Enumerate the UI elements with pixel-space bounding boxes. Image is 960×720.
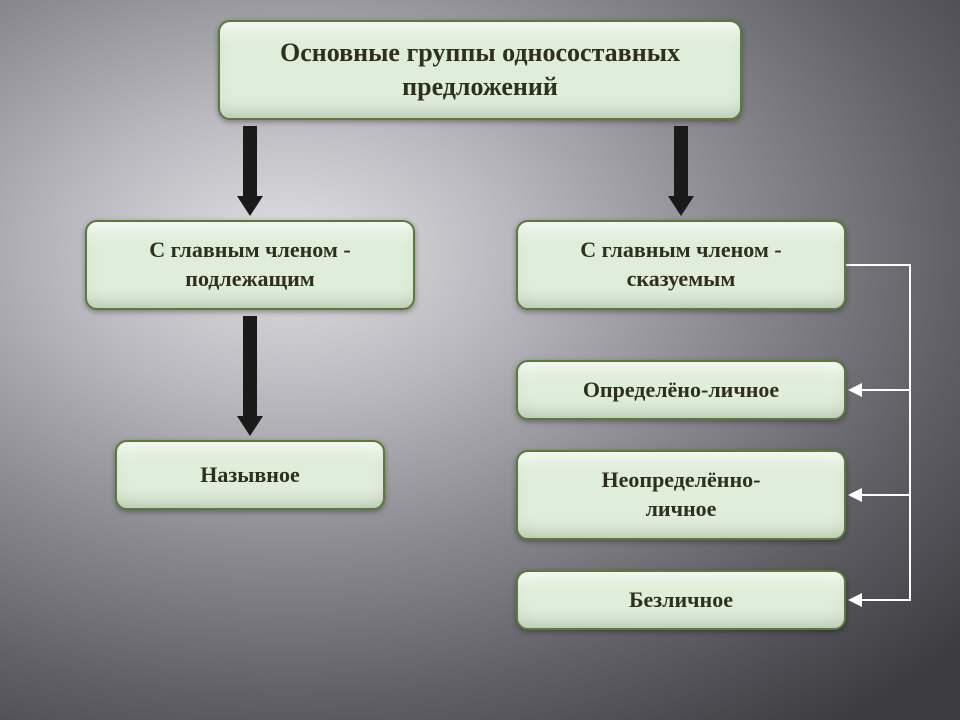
node-indef-line: личное (646, 495, 717, 524)
node-defpers-line: Определёно-личное (583, 376, 779, 405)
node-impers: Безличное (516, 570, 846, 630)
arrow-down (237, 316, 263, 436)
node-pred: С главным членом -сказуемым (516, 220, 846, 310)
node-pred-line: С главным членом - (580, 236, 781, 265)
node-nom: Назывное (115, 440, 385, 510)
arrow-down (668, 126, 694, 216)
node-impers-line: Безличное (629, 586, 733, 615)
node-title: Основные группы односоставныхпредложений (218, 20, 742, 120)
node-defpers: Определёно-личное (516, 360, 846, 420)
node-indef: Неопределённо-личное (516, 450, 846, 540)
node-subj: С главным членом -подлежащим (85, 220, 415, 310)
node-pred-line: сказуемым (627, 265, 736, 294)
node-indef-line: Неопределённо- (602, 466, 761, 495)
node-nom-line: Назывное (200, 461, 299, 490)
node-title-line: предложений (402, 70, 558, 104)
node-title-line: Основные группы односоставных (280, 36, 680, 70)
arrow-down (237, 126, 263, 216)
node-subj-line: подлежащим (185, 265, 314, 294)
node-subj-line: С главным членом - (149, 236, 350, 265)
